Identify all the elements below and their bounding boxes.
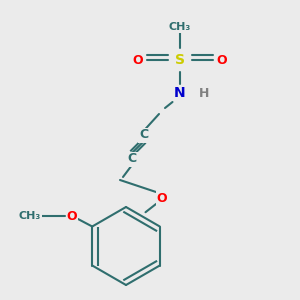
Text: O: O: [217, 53, 227, 67]
Text: S: S: [175, 53, 185, 67]
Text: O: O: [67, 209, 77, 223]
Text: H: H: [199, 86, 209, 100]
Text: CH₃: CH₃: [19, 211, 41, 221]
Text: CH₃: CH₃: [169, 22, 191, 32]
Text: C: C: [128, 152, 136, 166]
Text: N: N: [174, 86, 186, 100]
Text: O: O: [133, 53, 143, 67]
Text: O: O: [157, 191, 167, 205]
Text: C: C: [140, 128, 148, 142]
